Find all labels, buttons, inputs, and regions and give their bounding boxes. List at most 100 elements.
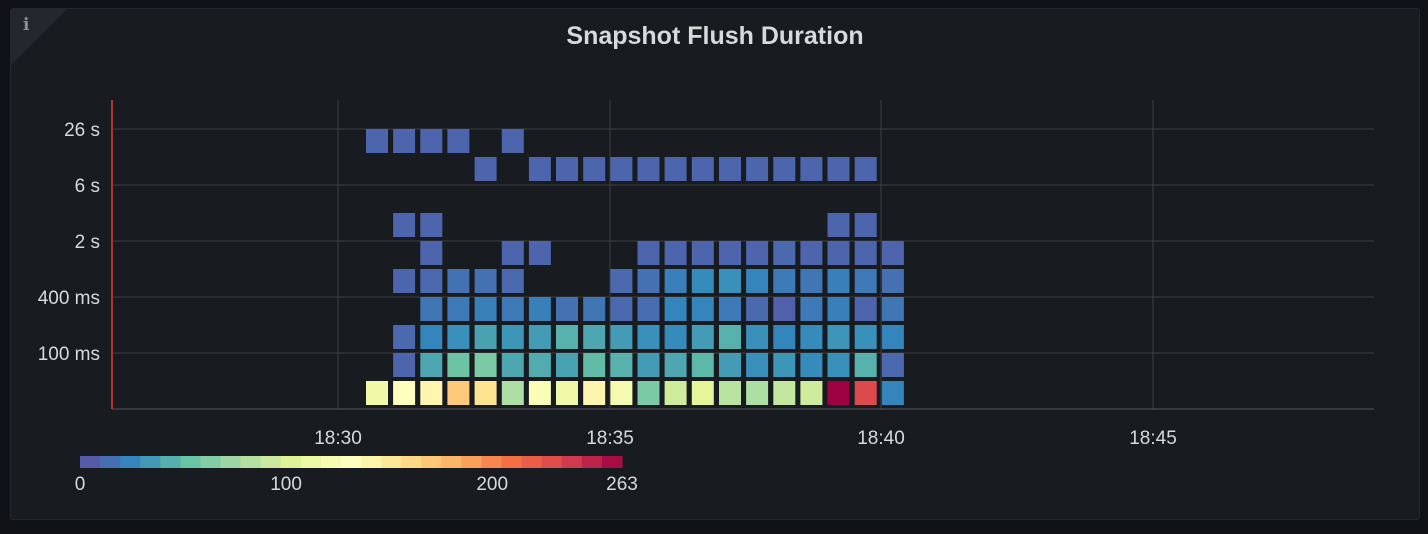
y-tick-label: 400 ms	[38, 288, 100, 309]
heatmap-cell	[664, 353, 687, 377]
heatmap-cell	[474, 381, 497, 405]
heatmap-cell	[800, 381, 823, 405]
heatmap-cell	[773, 297, 796, 321]
heatmap-cell	[556, 381, 578, 405]
heatmap-panel: i Snapshot Flush Duration	[10, 8, 1420, 520]
heatmap-cell	[556, 325, 578, 349]
legend-color-segment	[381, 456, 402, 468]
heatmap-cell	[501, 353, 524, 377]
heatmap-cell	[664, 157, 687, 181]
heatmap-cell	[664, 381, 687, 405]
legend-color-segment	[401, 456, 422, 468]
legend-color-segment	[240, 456, 262, 468]
heatmap-cell	[393, 129, 416, 153]
heatmap-cell	[474, 269, 497, 293]
heatmap-cell	[474, 325, 497, 349]
heatmap-cell	[691, 353, 714, 377]
heatmap-cell	[420, 129, 443, 153]
info-icon[interactable]: i	[23, 15, 30, 35]
heatmap-cell	[528, 381, 551, 405]
heatmap-cell	[637, 297, 660, 321]
heatmap-cell	[827, 325, 850, 349]
heatmap-cell	[827, 381, 850, 405]
heatmap-cell	[447, 297, 470, 321]
heatmap-cell	[719, 325, 741, 349]
legend-color-segment	[140, 456, 161, 468]
heatmap-cell	[746, 297, 769, 321]
heatmap-cell	[773, 241, 796, 265]
legend-tick-label: 200	[476, 474, 508, 495]
heatmap-cell	[827, 157, 850, 181]
heatmap-cell	[827, 269, 850, 293]
heatmap-cell	[556, 353, 578, 377]
heatmap-cell	[393, 213, 416, 237]
heatmap-cell	[800, 297, 823, 321]
heatmap-cell	[854, 241, 877, 265]
heatmap-cell	[610, 157, 633, 181]
legend-color-segment	[300, 456, 322, 468]
heatmap-cell	[773, 353, 796, 377]
heatmap-cell	[827, 353, 850, 377]
heatmap-cell	[420, 269, 443, 293]
heatmap-cell	[827, 297, 850, 321]
legend-color-segment	[521, 456, 543, 468]
legend-color-segment	[561, 456, 583, 468]
heatmap-cell	[610, 381, 633, 405]
heatmap-cell	[773, 269, 796, 293]
legend-color-segment	[180, 456, 202, 468]
x-tick-label: 18:40	[857, 428, 905, 449]
legend-color-segment	[461, 456, 483, 468]
heatmap-cell	[528, 241, 551, 265]
heatmap-cell	[583, 325, 606, 349]
heatmap-cell	[664, 297, 687, 321]
panel-title[interactable]: Snapshot Flush Duration	[566, 22, 864, 50]
heatmap-cell	[501, 325, 524, 349]
heatmap-cell	[800, 269, 823, 293]
heatmap-cell	[773, 157, 796, 181]
heatmap-cell	[854, 325, 877, 349]
legend-color-segment	[260, 456, 282, 468]
heatmap-cell	[637, 325, 660, 349]
heatmap-cell	[854, 213, 877, 237]
heatmap-cell	[501, 269, 524, 293]
panel-info-corner[interactable]	[11, 9, 67, 65]
heatmap-cell	[474, 297, 497, 321]
heatmap-cell	[746, 269, 769, 293]
x-tick-label: 18:45	[1129, 428, 1177, 449]
heatmap-cell	[746, 381, 769, 405]
heatmap-cell	[447, 325, 470, 349]
legend-color-segment	[501, 456, 523, 468]
heatmap-cell	[691, 297, 714, 321]
heatmap-cell	[501, 381, 524, 405]
heatmap-cell	[854, 269, 877, 293]
heatmap-cell	[583, 297, 606, 321]
heatmap-cell	[528, 297, 551, 321]
heatmap-cell	[610, 353, 633, 377]
heatmap-cell	[528, 325, 551, 349]
x-tick-label: 18:35	[586, 428, 634, 449]
heatmap-cell	[366, 381, 388, 405]
heatmap-cell	[637, 157, 660, 181]
heatmap-cell	[447, 269, 470, 293]
heatmap-cell	[501, 297, 524, 321]
legend-color-segment	[320, 456, 342, 468]
heatmap-cell	[719, 157, 741, 181]
heatmap-cell	[664, 269, 687, 293]
heatmap-cell	[827, 213, 850, 237]
heatmap-cell	[556, 157, 578, 181]
heatmap-cell	[637, 269, 660, 293]
legend-color-segment	[601, 456, 623, 468]
heatmap-cell	[420, 213, 443, 237]
heatmap-cell	[691, 325, 714, 349]
legend-color-segment	[80, 456, 101, 468]
heatmap-cell	[746, 241, 769, 265]
heatmap-cell	[854, 297, 877, 321]
y-tick-label: 26 s	[64, 120, 100, 141]
heatmap-cell	[393, 353, 416, 377]
heatmap-cell	[773, 325, 796, 349]
heatmap-cell	[420, 297, 443, 321]
heatmap-cell	[881, 325, 904, 349]
heatmap-cell	[881, 269, 904, 293]
heatmap-cell	[827, 241, 850, 265]
